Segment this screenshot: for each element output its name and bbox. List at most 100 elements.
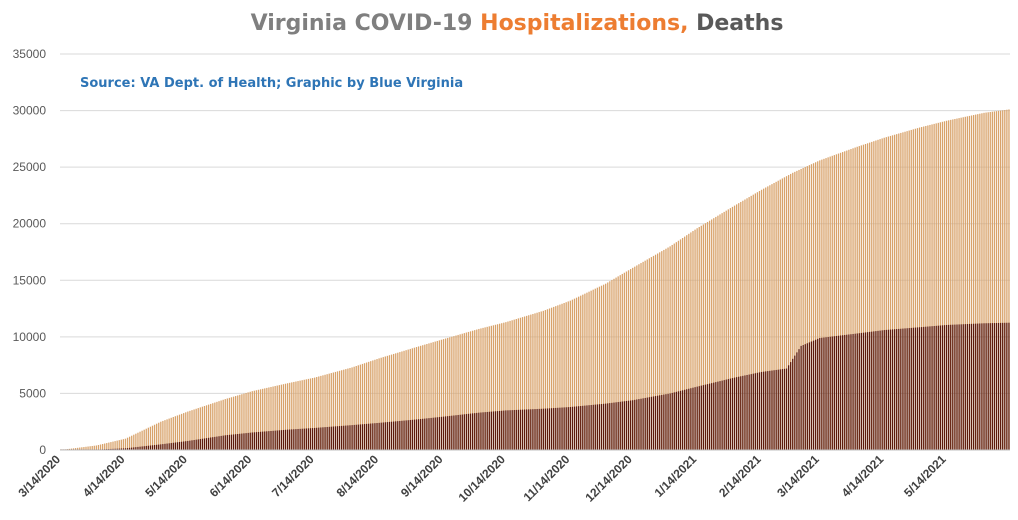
hospitalizations-bar — [727, 209, 729, 450]
hospitalizations-bar — [891, 135, 894, 450]
hospitalizations-bar — [359, 364, 362, 450]
hospitalizations-bar — [615, 277, 617, 450]
hospitalizations-bar — [282, 384, 285, 450]
deaths-bar — [900, 328, 902, 450]
hospitalizations-bar — [149, 426, 152, 450]
hospitalizations-bar — [607, 282, 609, 450]
deaths-bar — [540, 408, 542, 450]
hospitalizations-bar — [557, 305, 559, 450]
deaths-bar — [983, 323, 985, 450]
deaths-bar — [966, 324, 969, 450]
hospitalizations-bar — [390, 354, 393, 450]
deaths-bar — [725, 379, 727, 450]
deaths-bar — [513, 410, 515, 450]
deaths-bar — [638, 399, 640, 450]
deaths-bar — [623, 401, 626, 450]
deaths-bar — [567, 407, 569, 450]
hospitalizations-bar — [706, 221, 709, 450]
hospitalizations-bar — [588, 291, 590, 450]
hospitalizations-bar — [600, 285, 603, 450]
deaths-bar — [835, 335, 838, 450]
deaths-bar — [657, 395, 659, 450]
hospitalizations-bar — [447, 337, 449, 450]
hospitalizations-bar — [663, 249, 665, 450]
hospitalizations-bar — [409, 348, 411, 450]
deaths-bar — [644, 397, 646, 450]
hospitalizations-bar — [548, 308, 551, 450]
hospitalizations-bar — [844, 151, 846, 451]
deaths-bar — [178, 441, 181, 450]
deaths-bar — [627, 400, 630, 450]
deaths-bar — [625, 401, 628, 450]
deaths-bar — [916, 327, 919, 450]
hospitalizations-bar — [698, 226, 700, 450]
deaths-bar — [345, 425, 347, 450]
deaths-bar — [914, 327, 917, 450]
hospitalizations-bar — [790, 173, 792, 450]
hospitalizations-bar — [501, 323, 503, 450]
hospitalizations-bar — [376, 359, 378, 450]
deaths-bar — [948, 324, 950, 450]
deaths-bar — [873, 331, 875, 450]
deaths-bar — [596, 404, 599, 450]
deaths-bar — [918, 327, 921, 450]
hospitalizations-bar — [81, 447, 83, 450]
hospitalizations-bar — [519, 317, 522, 450]
deaths-bar — [176, 442, 179, 450]
deaths-bar — [355, 424, 357, 450]
deaths-bar — [684, 389, 686, 450]
hospitalizations-bar — [582, 294, 584, 450]
deaths-bar — [773, 370, 775, 450]
hospitalizations-bar — [301, 380, 303, 450]
hospitalizations-bar — [800, 168, 802, 450]
deaths-bar — [351, 425, 353, 450]
deaths-bar — [141, 446, 143, 450]
deaths-bar — [908, 328, 910, 450]
hospitalizations-bar — [594, 288, 596, 450]
deaths-bar — [696, 386, 698, 450]
deaths-bar — [363, 424, 366, 450]
deaths-bar — [436, 417, 438, 450]
hospitalizations-bar — [792, 172, 794, 451]
deaths-bar — [779, 369, 781, 450]
deaths-bar — [715, 382, 717, 450]
hospitalizations-bar — [563, 303, 565, 450]
hospitalizations-bar — [1000, 110, 1002, 450]
y-tick-label: 20000 — [13, 217, 47, 231]
deaths-bar — [262, 431, 264, 450]
hospitalizations-bar — [858, 146, 860, 450]
deaths-bar — [937, 325, 939, 450]
hospitalizations-bar — [226, 398, 228, 450]
deaths-bar — [831, 336, 833, 450]
hospitalizations-bar — [981, 113, 983, 451]
hospitalizations-bar — [933, 123, 935, 450]
hospitalizations-bar — [463, 333, 465, 450]
hospitalizations-bar — [910, 129, 912, 450]
deaths-bar — [286, 429, 289, 450]
hospitalizations-bar — [126, 437, 129, 450]
hospitalizations-bar — [160, 421, 162, 450]
hospitalizations-bar — [490, 325, 492, 450]
hospitalizations-bar — [299, 380, 301, 450]
deaths-bar — [571, 406, 574, 450]
hospitalizations-bar — [444, 338, 447, 450]
deaths-bar — [733, 377, 736, 450]
hospitalizations-bar — [382, 357, 384, 450]
deaths-bar — [241, 433, 243, 450]
deaths-bar — [370, 423, 372, 450]
hospitalizations-bar — [191, 410, 193, 450]
hospitalizations-bar — [825, 158, 827, 450]
deaths-bar — [139, 446, 141, 450]
hospitalizations-bar — [889, 135, 892, 450]
hospitalizations-bar — [110, 442, 112, 450]
hospitalizations-bar — [719, 214, 721, 450]
hospitalizations-bar — [361, 363, 364, 450]
hospitalizations-bar — [559, 304, 561, 450]
hospitalizations-bar — [850, 149, 852, 451]
deaths-bar — [777, 369, 779, 450]
deaths-bar — [413, 419, 416, 450]
hospitalizations-bar — [195, 408, 197, 450]
hospitalizations-bar — [779, 179, 781, 450]
deaths-bar — [232, 434, 235, 450]
deaths-bar — [239, 433, 241, 450]
